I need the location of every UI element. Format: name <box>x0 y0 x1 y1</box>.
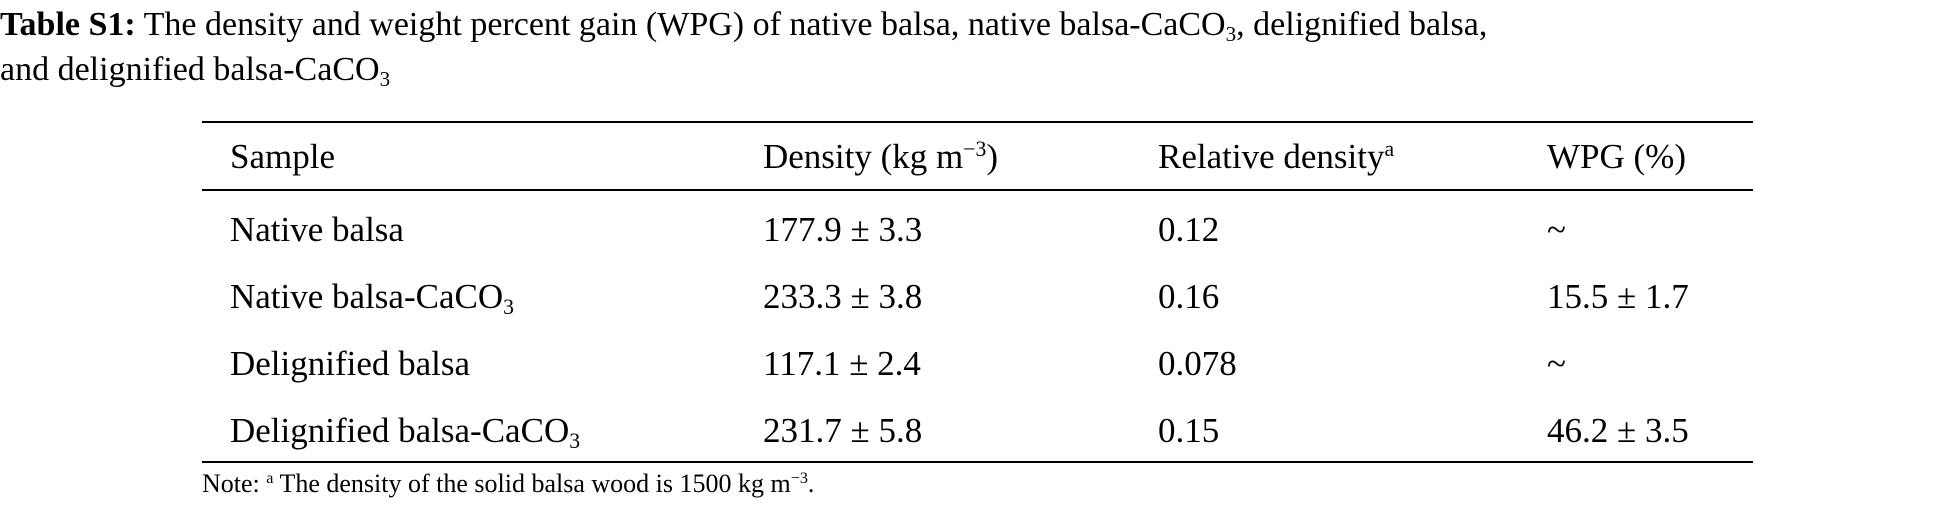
cell-wpg: ~ <box>1547 210 1566 249</box>
caption-line2: and delignified balsa-CaCO <box>0 51 380 88</box>
table-row: Delignified balsa-CaCO3 231.7 ± 5.8 0.15… <box>202 404 1753 458</box>
table-row: Native balsa-CaCO3 233.3 ± 3.8 0.16 15.5… <box>202 270 1753 324</box>
cell-relative-density: 0.078 <box>1158 344 1237 383</box>
cell-relative-density: 0.12 <box>1158 210 1220 249</box>
cell-sample-text: Native balsa-CaCO <box>230 277 504 316</box>
cell-wpg: 15.5 ± 1.7 <box>1547 277 1689 316</box>
header-wpg: WPG (%) <box>1547 137 1686 176</box>
header-relative-sup: a <box>1384 137 1395 162</box>
cell-density: 177.9 ± 3.3 <box>763 210 923 249</box>
cell-density: 231.7 ± 5.8 <box>763 411 923 450</box>
cell-sample-text: Delignified balsa <box>230 344 471 383</box>
table-top-rule <box>202 121 1753 123</box>
table-bottom-rule <box>202 461 1753 463</box>
cell-sample: Delignified balsa-CaCO3 <box>230 404 580 458</box>
caption-label: Table S1: <box>0 6 136 43</box>
note-sup: a <box>266 470 274 488</box>
table-row: Native balsa 177.9 ± 3.3 0.12 ~ <box>202 203 1753 257</box>
header-relative-density: Relative densitya <box>1158 130 1394 184</box>
cell-sample-text: Delignified balsa-CaCO <box>230 411 570 450</box>
caption-subscript-1: 3 <box>1225 21 1237 46</box>
note-unit-sup: −3 <box>790 470 808 488</box>
note-end: . <box>807 469 815 498</box>
cell-relative-density: 0.16 <box>1158 277 1220 316</box>
table-header-rule <box>202 189 1753 191</box>
caption-text-part2: , delignified balsa, <box>1236 6 1488 43</box>
note-prefix: Note: <box>202 469 267 498</box>
table-row: Delignified balsa 117.1 ± 2.4 0.078 ~ <box>202 337 1753 391</box>
header-density-text: Density (kg m <box>763 137 964 176</box>
header-density: Density (kg m−3) <box>763 130 998 184</box>
caption-text-part1: The density and weight percent gain (WPG… <box>143 6 1226 43</box>
cell-wpg: ~ <box>1547 344 1566 383</box>
header-density-sup: −3 <box>963 137 987 162</box>
cell-relative-density: 0.15 <box>1158 411 1220 450</box>
cell-sample-text: Native balsa <box>230 210 404 249</box>
cell-sample: Delignified balsa <box>230 337 470 391</box>
cell-sample: Native balsa <box>230 203 404 257</box>
caption-subscript-2: 3 <box>379 66 391 91</box>
table-note: Note: a The density of the solid balsa w… <box>202 464 814 504</box>
table-caption: Table S1: The density and weight percent… <box>0 2 1952 92</box>
cell-sample-sub: 3 <box>503 295 514 320</box>
header-density-close: ) <box>986 137 998 176</box>
cell-sample: Native balsa-CaCO3 <box>230 270 514 324</box>
note-text: The density of the solid balsa wood is 1… <box>273 469 791 498</box>
table-header-row: Sample Density (kg m−3) Relative density… <box>202 130 1753 184</box>
header-relative-text: Relative density <box>1158 137 1385 176</box>
cell-wpg: 46.2 ± 3.5 <box>1547 411 1689 450</box>
cell-density: 233.3 ± 3.8 <box>763 277 923 316</box>
cell-sample-sub: 3 <box>569 429 581 454</box>
header-sample: Sample <box>230 137 335 176</box>
cell-density: 117.1 ± 2.4 <box>763 344 921 383</box>
